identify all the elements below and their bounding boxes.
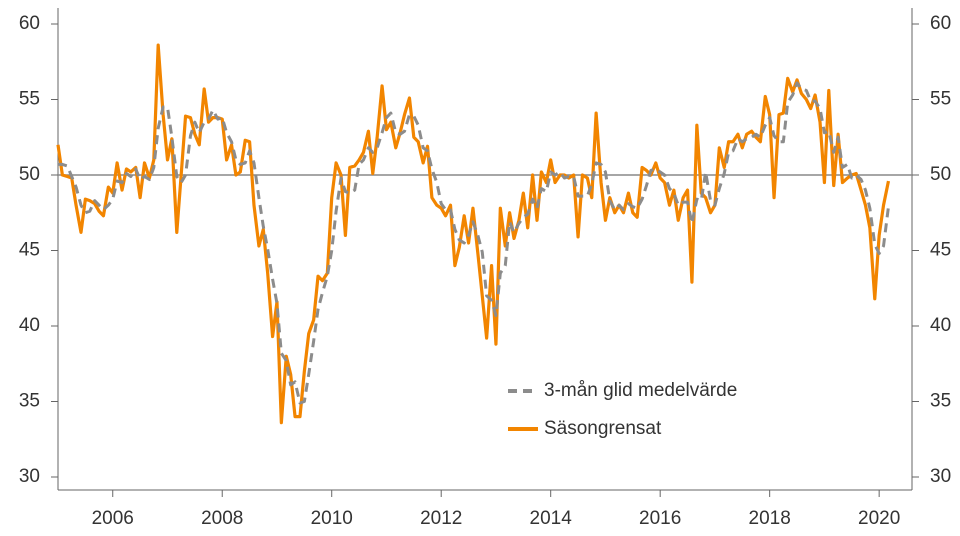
x-tick-label: 2010 — [311, 508, 353, 529]
x-tick-label: 2020 — [858, 508, 900, 529]
y-tick-label: 40 — [19, 315, 40, 336]
y2-tick-label: 60 — [930, 13, 951, 34]
x-tick-label: 2006 — [92, 508, 134, 529]
y-tick-label: 50 — [19, 164, 40, 185]
y2-tick-label: 55 — [930, 89, 951, 110]
legend-label: 3-mån glid medelvärde — [544, 380, 737, 401]
x-tick-label: 2012 — [420, 508, 462, 529]
y-tick-label: 30 — [19, 466, 40, 487]
legend-box — [500, 373, 830, 448]
line-series — [58, 81, 890, 405]
y2-tick-label: 50 — [930, 164, 951, 185]
legend-label: Säsongrensat — [544, 418, 662, 439]
y2-tick-label: 45 — [930, 240, 951, 261]
x-tick-label: 2008 — [201, 508, 243, 529]
y-tick-label: 35 — [19, 391, 40, 412]
y-tick-label: 45 — [19, 240, 40, 261]
y-tick-label: 55 — [19, 89, 40, 110]
y2-tick-label: 35 — [930, 391, 951, 412]
x-tick-label: 2014 — [530, 508, 573, 529]
y-tick-label: 60 — [19, 13, 40, 34]
x-tick-label: 2016 — [639, 508, 681, 529]
y2-tick-label: 40 — [930, 315, 951, 336]
x-tick-label: 2018 — [749, 508, 791, 529]
y2-tick-label: 30 — [930, 466, 951, 487]
line-series — [56, 43, 891, 425]
